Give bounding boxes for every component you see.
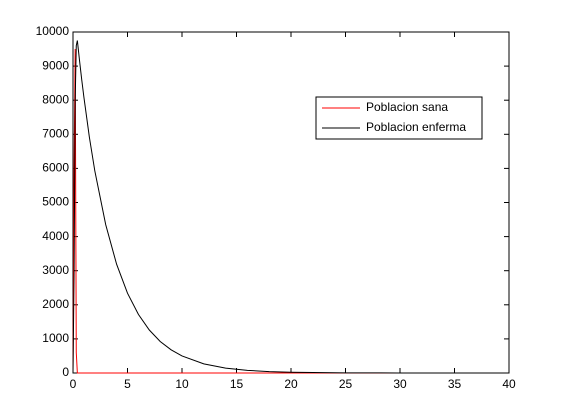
x-tick-label: 35 [448,377,462,391]
x-tick-label: 10 [175,377,189,391]
legend-label: Poblacion enferma [366,120,466,134]
legend-label: Poblacion sana [366,100,448,114]
line-series [72,49,509,374]
y-tick-label: 4000 [42,229,69,243]
plot-area [72,31,510,374]
line-series [72,40,509,374]
y-tick-label: 9000 [42,58,69,72]
x-tick-label: 20 [284,377,298,391]
y-tick-label: 8000 [42,92,69,106]
y-tick-label: 7000 [42,126,69,140]
x-tick-label: 0 [70,377,77,391]
x-tick-label: 30 [393,377,407,391]
y-tick-label: 2000 [42,297,69,311]
y-tick-label: 1000 [42,331,69,345]
legend-box [315,96,483,140]
y-tick-label: 3000 [42,263,69,277]
legend: Poblacion sana Poblacion enferma [315,96,483,140]
y-tick-label: 5000 [42,195,69,209]
y-tick-label: 6000 [42,161,69,175]
x-tick-label: 25 [339,377,353,391]
x-tick-label: 15 [230,377,244,391]
x-tick-label: 5 [124,377,131,391]
y-tick-label: 0 [62,365,69,379]
x-tick-label: 40 [502,377,516,391]
y-tick-label: 10000 [36,24,70,38]
